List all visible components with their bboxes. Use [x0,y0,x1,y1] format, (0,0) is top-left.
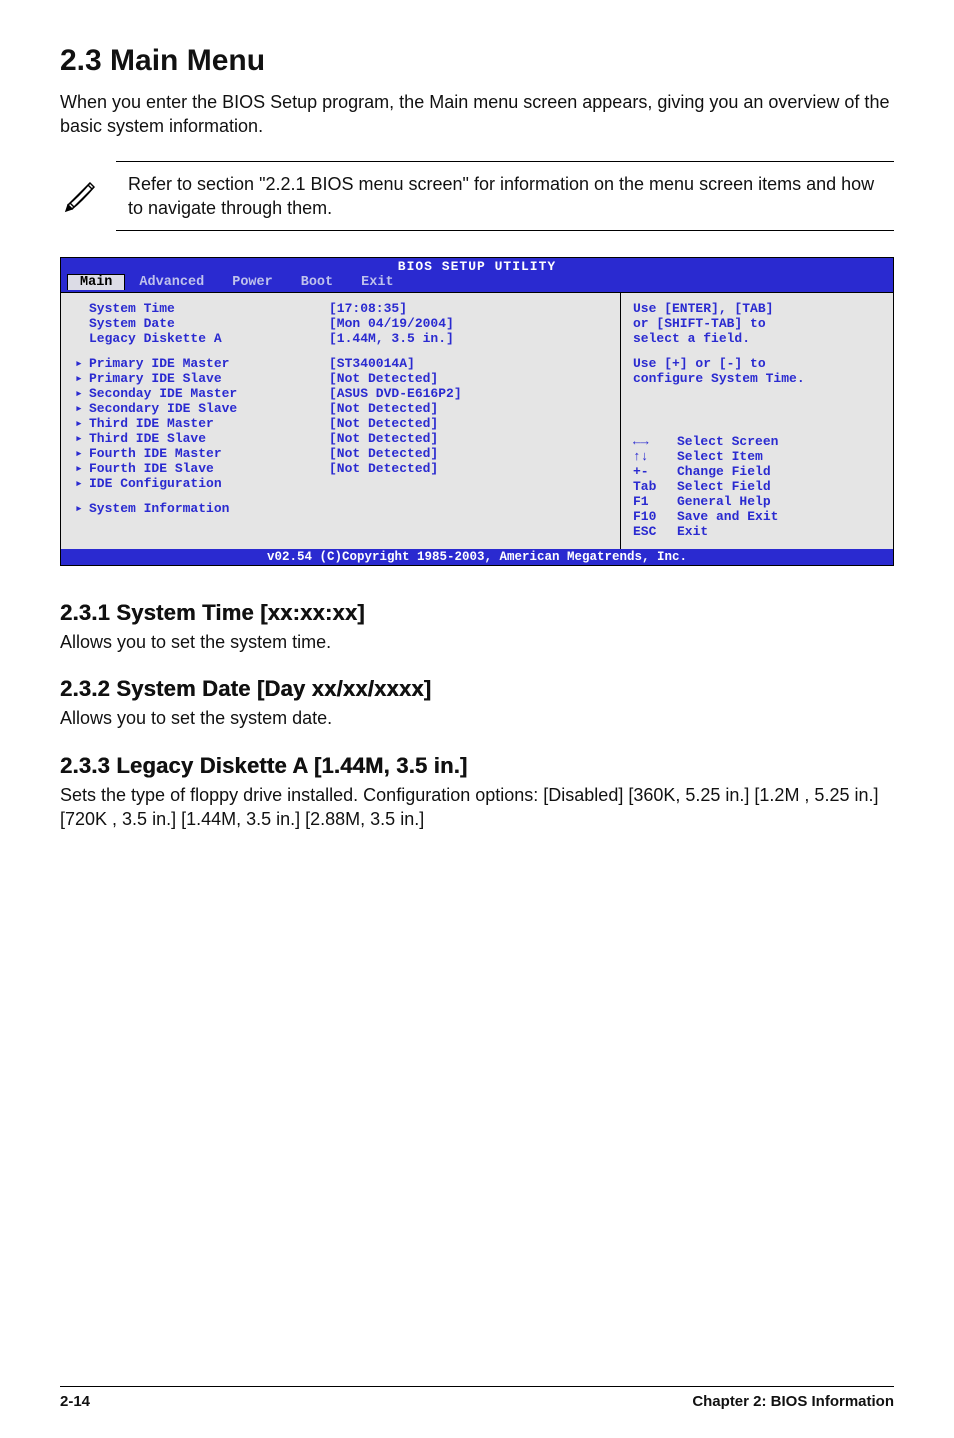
help-key: F1 [633,494,677,509]
submenu-arrow-icon: ▸ [75,386,89,401]
bios-submenu[interactable]: ▸Primary IDE Slave[Not Detected] [75,371,610,386]
bios-help-pane: Use [ENTER], [TAB] or [SHIFT-TAB] to sel… [620,293,893,549]
help-key: ←→ [633,434,677,449]
help-key-row: ESCExit [633,524,883,539]
submenu-arrow-icon: ▸ [75,461,89,476]
bios-submenu[interactable]: ▸System Information [75,501,610,516]
help-line: or [SHIFT-TAB] to [633,316,883,331]
help-key-row: ←→Select Screen [633,434,883,449]
bios-tab-power[interactable]: Power [218,275,287,290]
bios-footer: v02.54 (C)Copyright 1985-2003, American … [61,549,893,565]
bios-submenu[interactable]: ▸Seconday IDE Master[ASUS DVD-E616P2] [75,386,610,401]
bios-submenu[interactable]: ▸Fourth IDE Master[Not Detected] [75,446,610,461]
bios-field-label: System Date [89,316,329,331]
bios-field-label: System Time [89,301,329,316]
help-key: F10 [633,509,677,524]
bios-field-value: [1.44M, 3.5 in.] [329,331,610,346]
submenu-arrow-icon: ▸ [75,356,89,371]
subsection-232-body: Allows you to set the system date. [60,706,894,730]
intro-paragraph: When you enter the BIOS Setup program, t… [60,90,894,139]
bios-tab-exit[interactable]: Exit [347,275,407,290]
subsection-232-title: 2.3.2 System Date [Day xx/xx/xxxx] [60,676,894,702]
bios-submenu[interactable]: ▸Secondary IDE Slave[Not Detected] [75,401,610,416]
help-line: Use [+] or [-] to [633,356,883,371]
bios-submenu[interactable]: ▸Third IDE Slave[Not Detected] [75,431,610,446]
bios-field-label: Primary IDE Slave [89,371,329,386]
help-desc: Exit [677,524,883,539]
bios-tab-advanced[interactable]: Advanced [125,275,218,290]
help-key: ESC [633,524,677,539]
help-key-row: +-Change Field [633,464,883,479]
bios-submenu[interactable]: ▸Fourth IDE Slave[Not Detected] [75,461,610,476]
bios-tab-boot[interactable]: Boot [287,275,347,290]
page-number: 2-14 [60,1393,90,1410]
submenu-arrow-icon: ▸ [75,501,89,516]
subsection-231-body: Allows you to set the system time. [60,630,894,654]
bios-field-value: [Not Detected] [329,446,610,461]
bios-field-value: [Not Detected] [329,401,610,416]
bios-title: BIOS SETUP UTILITY [61,258,893,274]
submenu-arrow-icon: ▸ [75,431,89,446]
help-key: ↑↓ [633,449,677,464]
bios-tab-main[interactable]: Main [67,274,125,290]
submenu-arrow-icon: ▸ [75,476,89,491]
bios-field-value: [ASUS DVD-E616P2] [329,386,610,401]
bios-menu-bar: Main Advanced Power Boot Exit [61,274,893,292]
help-line: Use [ENTER], [TAB] [633,301,883,316]
bios-field-value: [Mon 04/19/2004] [329,316,610,331]
help-desc: Change Field [677,464,883,479]
submenu-arrow-icon: ▸ [75,401,89,416]
chapter-label: Chapter 2: BIOS Information [692,1393,894,1410]
bios-submenu[interactable]: ▸IDE Configuration [75,476,610,491]
bios-field-label: Seconday IDE Master [89,386,329,401]
note-box: Refer to section "2.2.1 BIOS menu screen… [60,161,894,232]
bios-submenu[interactable]: ▸Third IDE Master[Not Detected] [75,416,610,431]
bios-left-pane: System Time [17:08:35] System Date [Mon … [61,293,620,549]
note-text: Refer to section "2.2.1 BIOS menu screen… [116,161,894,232]
bios-field-label: Third IDE Slave [89,431,329,446]
bios-submenu[interactable]: ▸Primary IDE Master[ST340014A] [75,356,610,371]
bios-field[interactable]: System Date [Mon 04/19/2004] [75,316,610,331]
submenu-arrow-icon: ▸ [75,371,89,386]
bios-field-value: [Not Detected] [329,416,610,431]
bios-field-value: [Not Detected] [329,431,610,446]
bios-field-label: Fourth IDE Slave [89,461,329,476]
bios-screenshot: BIOS SETUP UTILITY Main Advanced Power B… [60,257,894,566]
help-desc: Select Item [677,449,883,464]
bios-field-value: [17:08:35] [329,301,610,316]
pencil-note-icon [60,161,116,215]
subsection-233-title: 2.3.3 Legacy Diskette A [1.44M, 3.5 in.] [60,753,894,779]
help-key-row: ↑↓Select Item [633,449,883,464]
help-line: configure System Time. [633,371,883,386]
bios-field-label: Legacy Diskette A [89,331,329,346]
help-key: +- [633,464,677,479]
help-desc: Select Field [677,479,883,494]
help-key-row: F10Save and Exit [633,509,883,524]
help-desc: Save and Exit [677,509,883,524]
section-title: 2.3 Main Menu [60,44,894,78]
submenu-arrow-icon: ▸ [75,416,89,431]
bios-field-label: Primary IDE Master [89,356,329,371]
subsection-231-title: 2.3.1 System Time [xx:xx:xx] [60,600,894,626]
bios-field-label: IDE Configuration [89,476,329,491]
help-key-row: TabSelect Field [633,479,883,494]
bios-field-value: [Not Detected] [329,461,610,476]
bios-field-label: Fourth IDE Master [89,446,329,461]
bios-field-label: Secondary IDE Slave [89,401,329,416]
help-line: select a field. [633,331,883,346]
bios-field-label: Third IDE Master [89,416,329,431]
bios-field-value: [Not Detected] [329,371,610,386]
submenu-arrow-icon: ▸ [75,446,89,461]
help-desc: Select Screen [677,434,883,449]
subsection-233-body: Sets the type of floppy drive installed.… [60,783,894,832]
bios-field[interactable]: System Time [17:08:35] [75,301,610,316]
help-key: Tab [633,479,677,494]
bios-field-value: [ST340014A] [329,356,610,371]
help-desc: General Help [677,494,883,509]
help-key-row: F1General Help [633,494,883,509]
bios-field[interactable]: Legacy Diskette A [1.44M, 3.5 in.] [75,331,610,346]
bios-field-label: System Information [89,501,329,516]
page-footer: 2-14 Chapter 2: BIOS Information [60,1386,894,1410]
